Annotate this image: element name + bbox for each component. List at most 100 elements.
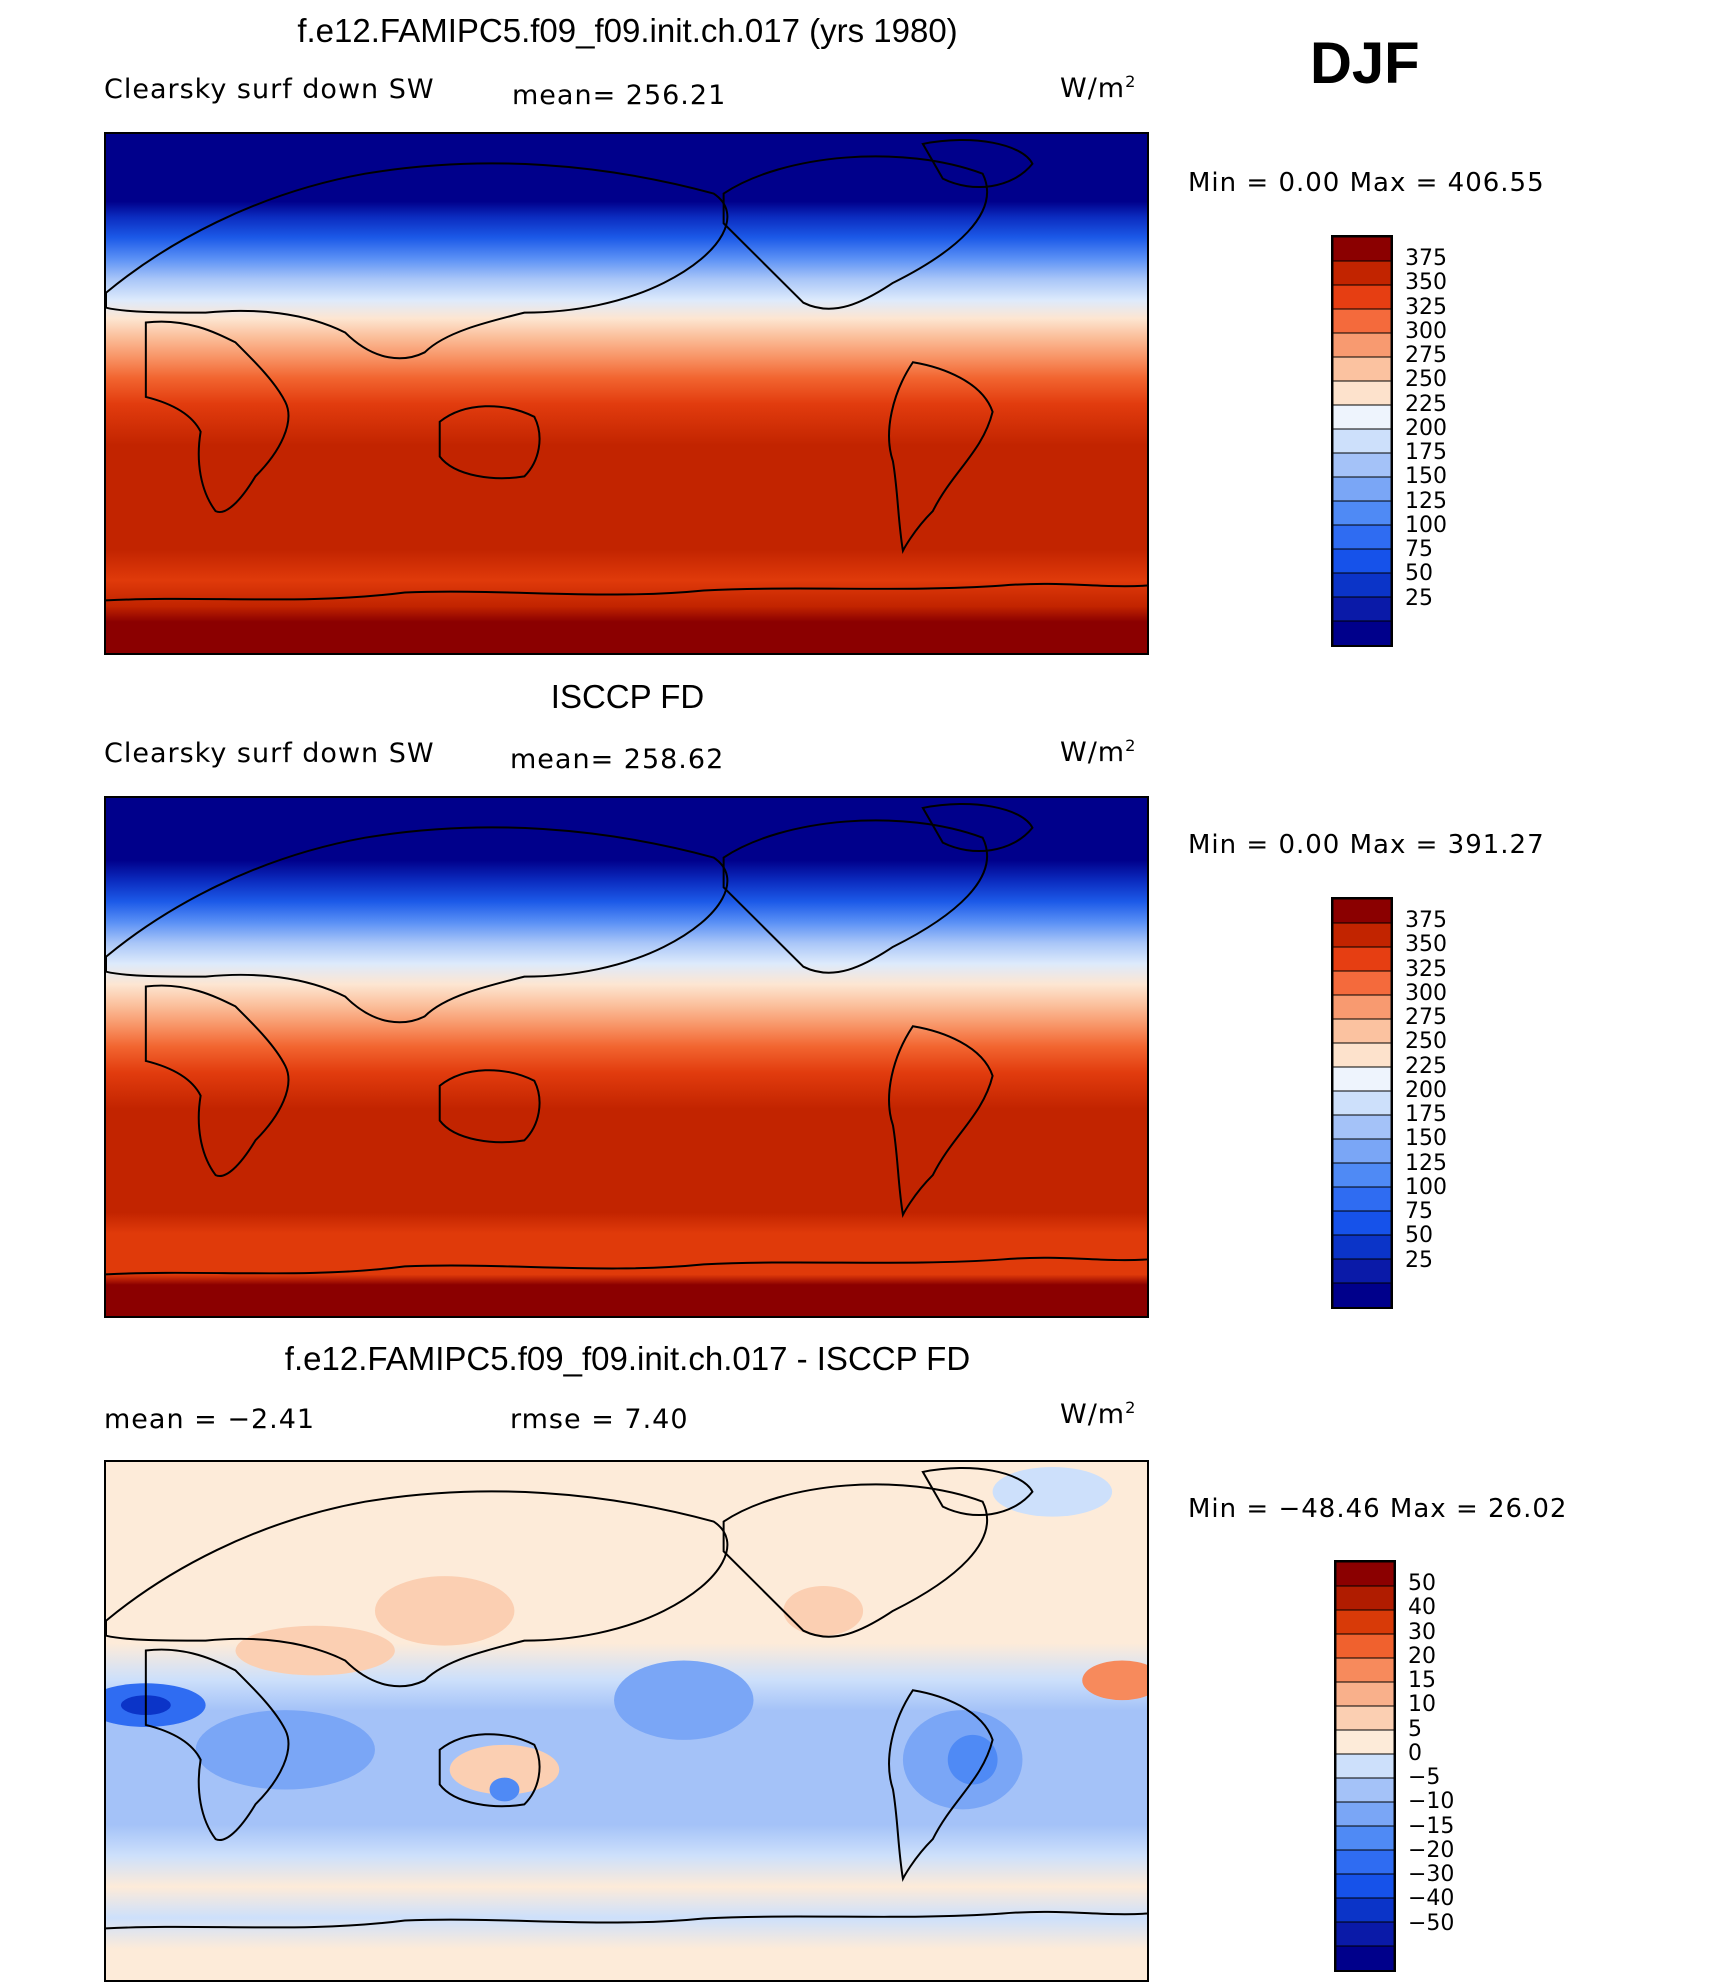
north-america-coast <box>722 1483 989 1638</box>
africa-coast <box>144 320 290 514</box>
colorbar-tick-label: 25 <box>1405 585 1433 611</box>
colorbar-tick-label: 25 <box>1405 1247 1433 1273</box>
colorbar-box <box>1336 1633 1394 1659</box>
colorbar-box <box>1333 620 1391 645</box>
colorbar-tick-label: 40 <box>1408 1595 1436 1621</box>
panel-3-mean-label: mean = −2.41 <box>104 1404 316 1435</box>
anomaly-patch <box>235 1625 395 1676</box>
colorbar-box <box>1333 548 1391 574</box>
anomaly-patch <box>449 1744 560 1795</box>
eurasia-coast <box>106 162 729 360</box>
colorbar-tick-label: −20 <box>1408 1837 1455 1863</box>
colorbar-box <box>1336 1801 1394 1827</box>
colorbar-tick-label: 225 <box>1405 1053 1447 1079</box>
colorbar-box <box>1336 1873 1394 1899</box>
panel-2-title: ISCCP FD <box>550 678 705 715</box>
colorbar-box <box>1336 1825 1394 1851</box>
colorbar-tick-label: 75 <box>1405 1199 1433 1225</box>
colorbar-box <box>1333 452 1391 478</box>
colorbar-box <box>1336 1585 1394 1611</box>
colorbar-box <box>1336 1897 1394 1923</box>
colorbar-tick-label: 325 <box>1405 956 1447 982</box>
panel-1-field <box>106 134 1147 653</box>
colorbar-tick-label: −10 <box>1408 1789 1455 1815</box>
panel-3-colorbar <box>1334 1560 1396 1972</box>
panel-3-minmax: Min = −48.46 Max = 26.02 <box>1188 1494 1568 1524</box>
panel-1-mean-label: mean= 256.21 <box>512 80 727 111</box>
colorbar-tick-label: 5 <box>1408 1716 1422 1742</box>
colorbar-tick-label: 300 <box>1405 980 1447 1006</box>
colorbar-box <box>1333 1018 1391 1044</box>
panel-1-colorbar <box>1331 235 1393 647</box>
colorbar-tick-label: 325 <box>1405 294 1447 320</box>
greenland-coast <box>921 139 1034 189</box>
colorbar-box <box>1333 284 1391 310</box>
africa-coast <box>144 1648 290 1842</box>
panel-2-map-svg <box>106 798 1147 1316</box>
colorbar-tick-label: −5 <box>1408 1765 1441 1791</box>
panel-1-title: f.e12.FAMIPC5.f09_f09.init.ch.017 (yrs 1… <box>297 12 958 49</box>
panel-3-title: f.e12.FAMIPC5.f09_f09.init.ch.017 - ISCC… <box>284 1340 971 1377</box>
anomaly-patch <box>783 1586 864 1636</box>
colorbar-box <box>1333 1282 1391 1307</box>
colorbar-box <box>1333 237 1391 262</box>
colorbar-tick-label: 250 <box>1405 367 1447 393</box>
panel-1-minmax: Min = 0.00 Max = 406.55 <box>1188 168 1545 198</box>
anomaly-patch <box>947 1734 998 1785</box>
colorbar-box <box>1333 380 1391 406</box>
colorbar-box <box>1336 1777 1394 1803</box>
colorbar-box <box>1333 1066 1391 1092</box>
antarctica-coast <box>106 1256 1147 1276</box>
colorbar-box <box>1333 1114 1391 1140</box>
colorbar-box <box>1336 1657 1394 1683</box>
panel-1-map-svg <box>106 134 1147 653</box>
colorbar-tick-label: 275 <box>1405 1005 1447 1031</box>
colorbar-tick-label: 175 <box>1405 440 1447 466</box>
colorbar-box <box>1333 428 1391 454</box>
colorbar-box <box>1333 356 1391 382</box>
colorbar-box <box>1333 596 1391 622</box>
colorbar-tick-label: 175 <box>1405 1102 1447 1128</box>
panel-3-map <box>104 1460 1149 1982</box>
colorbar-box <box>1333 500 1391 526</box>
australia-coast <box>438 1733 541 1808</box>
colorbar-tick-label: 0 <box>1408 1740 1422 1766</box>
eurasia-coast <box>106 826 729 1024</box>
colorbar-box <box>1333 572 1391 598</box>
colorbar-box <box>1333 970 1391 996</box>
panel-3-colorbar-boxes <box>1336 1562 1394 1970</box>
colorbar-tick-label: 100 <box>1405 1174 1447 1200</box>
colorbar-box <box>1333 1042 1391 1068</box>
colorbar-tick-label: 375 <box>1405 246 1447 272</box>
colorbar-tick-label: 350 <box>1405 932 1447 958</box>
panel-2-variable-label: Clearsky surf down SW <box>104 738 435 769</box>
colorbar-box <box>1333 1186 1391 1212</box>
colorbar-box <box>1333 524 1391 550</box>
panel-2-field <box>106 798 1147 1316</box>
south-america-coast <box>888 361 994 554</box>
colorbar-tick-label: 10 <box>1408 1692 1436 1718</box>
colorbar-box <box>1333 1090 1391 1116</box>
colorbar-box <box>1336 1921 1394 1947</box>
colorbar-tick-label: 100 <box>1405 512 1447 538</box>
colorbar-tick-label: −40 <box>1408 1886 1455 1912</box>
antarctica-coast <box>106 582 1147 602</box>
panel-1-map <box>104 132 1149 655</box>
colorbar-tick-label: −30 <box>1408 1862 1455 1888</box>
north-america-coast <box>722 155 989 310</box>
panel-3-units: W/m2 <box>1060 1398 1137 1430</box>
colorbar-box <box>1336 1705 1394 1731</box>
greenland-coast <box>921 803 1034 853</box>
colorbar-tick-label: 125 <box>1405 488 1447 514</box>
panel-2-map <box>104 796 1149 1318</box>
colorbar-box <box>1333 404 1391 430</box>
anomaly-patch <box>489 1777 520 1802</box>
panel-3-map-svg <box>106 1462 1147 1980</box>
panel-2-colorbar <box>1331 897 1393 1309</box>
panel-2-colorbar-boxes <box>1333 899 1391 1307</box>
colorbar-box <box>1333 899 1391 924</box>
panel-2-coastlines <box>106 803 1147 1276</box>
colorbar-tick-label: 250 <box>1405 1029 1447 1055</box>
panel-3-anomaly-patches <box>106 1466 1147 1810</box>
panel-1-units: W/m2 <box>1060 72 1137 104</box>
